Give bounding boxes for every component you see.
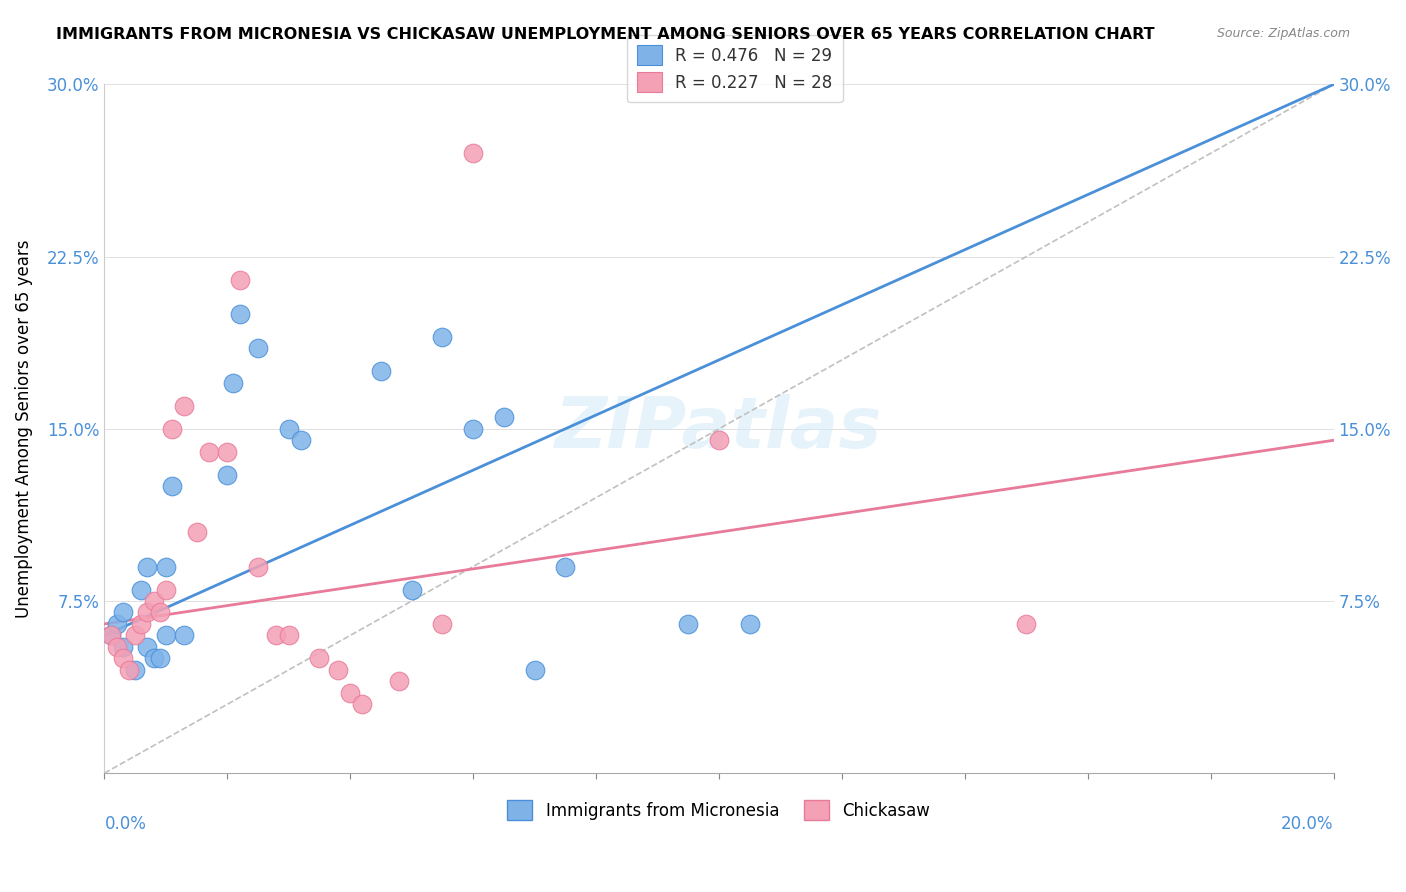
Point <box>149 651 172 665</box>
Legend: Immigrants from Micronesia, Chickasaw: Immigrants from Micronesia, Chickasaw <box>501 793 938 827</box>
Point <box>217 467 239 482</box>
Point <box>155 559 177 574</box>
Point <box>326 663 349 677</box>
Point <box>247 559 270 574</box>
Point <box>308 651 330 665</box>
Point <box>129 617 152 632</box>
Point <box>111 640 134 654</box>
Point <box>554 559 576 574</box>
Point <box>160 479 183 493</box>
Point <box>707 434 730 448</box>
Point <box>676 617 699 632</box>
Text: ZIPatlas: ZIPatlas <box>555 394 883 463</box>
Text: Source: ZipAtlas.com: Source: ZipAtlas.com <box>1216 27 1350 40</box>
Point <box>432 330 454 344</box>
Point <box>198 444 221 458</box>
Point <box>738 617 761 632</box>
Point <box>432 617 454 632</box>
Point <box>129 582 152 597</box>
Point <box>339 686 361 700</box>
Point <box>217 444 239 458</box>
Point <box>173 628 195 642</box>
Point <box>105 617 128 632</box>
Point <box>523 663 546 677</box>
Y-axis label: Unemployment Among Seniors over 65 years: Unemployment Among Seniors over 65 years <box>15 240 32 618</box>
Point <box>186 525 208 540</box>
Point <box>401 582 423 597</box>
Point <box>100 628 122 642</box>
Point <box>124 628 146 642</box>
Point <box>118 663 141 677</box>
Point <box>228 272 250 286</box>
Point <box>266 628 288 642</box>
Point <box>142 594 165 608</box>
Point <box>124 663 146 677</box>
Point <box>111 606 134 620</box>
Point <box>136 606 159 620</box>
Point <box>136 559 159 574</box>
Point <box>228 307 250 321</box>
Point <box>149 606 172 620</box>
Text: 20.0%: 20.0% <box>1281 814 1333 832</box>
Text: 0.0%: 0.0% <box>104 814 146 832</box>
Point <box>492 410 515 425</box>
Point <box>388 674 411 689</box>
Point <box>1015 617 1038 632</box>
Point <box>160 422 183 436</box>
Point <box>461 422 484 436</box>
Point <box>155 582 177 597</box>
Point <box>136 640 159 654</box>
Point <box>155 628 177 642</box>
Point <box>173 399 195 413</box>
Point <box>100 628 122 642</box>
Point <box>247 342 270 356</box>
Point <box>461 146 484 161</box>
Point <box>277 422 299 436</box>
Text: IMMIGRANTS FROM MICRONESIA VS CHICKASAW UNEMPLOYMENT AMONG SENIORS OVER 65 YEARS: IMMIGRANTS FROM MICRONESIA VS CHICKASAW … <box>56 27 1154 42</box>
Point <box>370 364 392 378</box>
Point <box>142 651 165 665</box>
Point <box>277 628 299 642</box>
Point <box>105 640 128 654</box>
Point <box>290 434 312 448</box>
Point <box>222 376 245 390</box>
Point <box>111 651 134 665</box>
Point <box>352 698 374 712</box>
